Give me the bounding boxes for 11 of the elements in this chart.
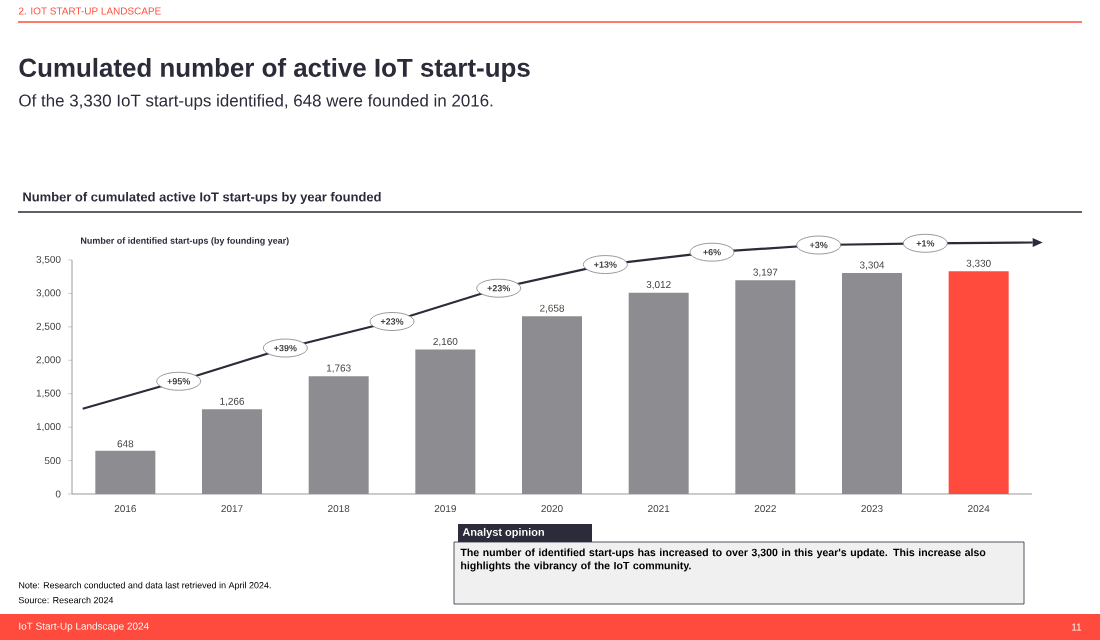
bar [948,271,1009,494]
bar [735,280,796,494]
chart-subtitle: Of the 3,330 IoT start-ups identified, 648 were founded in 2016. [19,94,493,110]
bar [628,292,689,494]
bar [522,316,583,494]
bar [202,409,263,494]
chart-title: Cumulated number of active IoT start-ups [19,57,530,83]
bar [415,349,476,494]
bar [842,273,903,494]
bar [308,376,369,494]
bar [95,450,156,494]
